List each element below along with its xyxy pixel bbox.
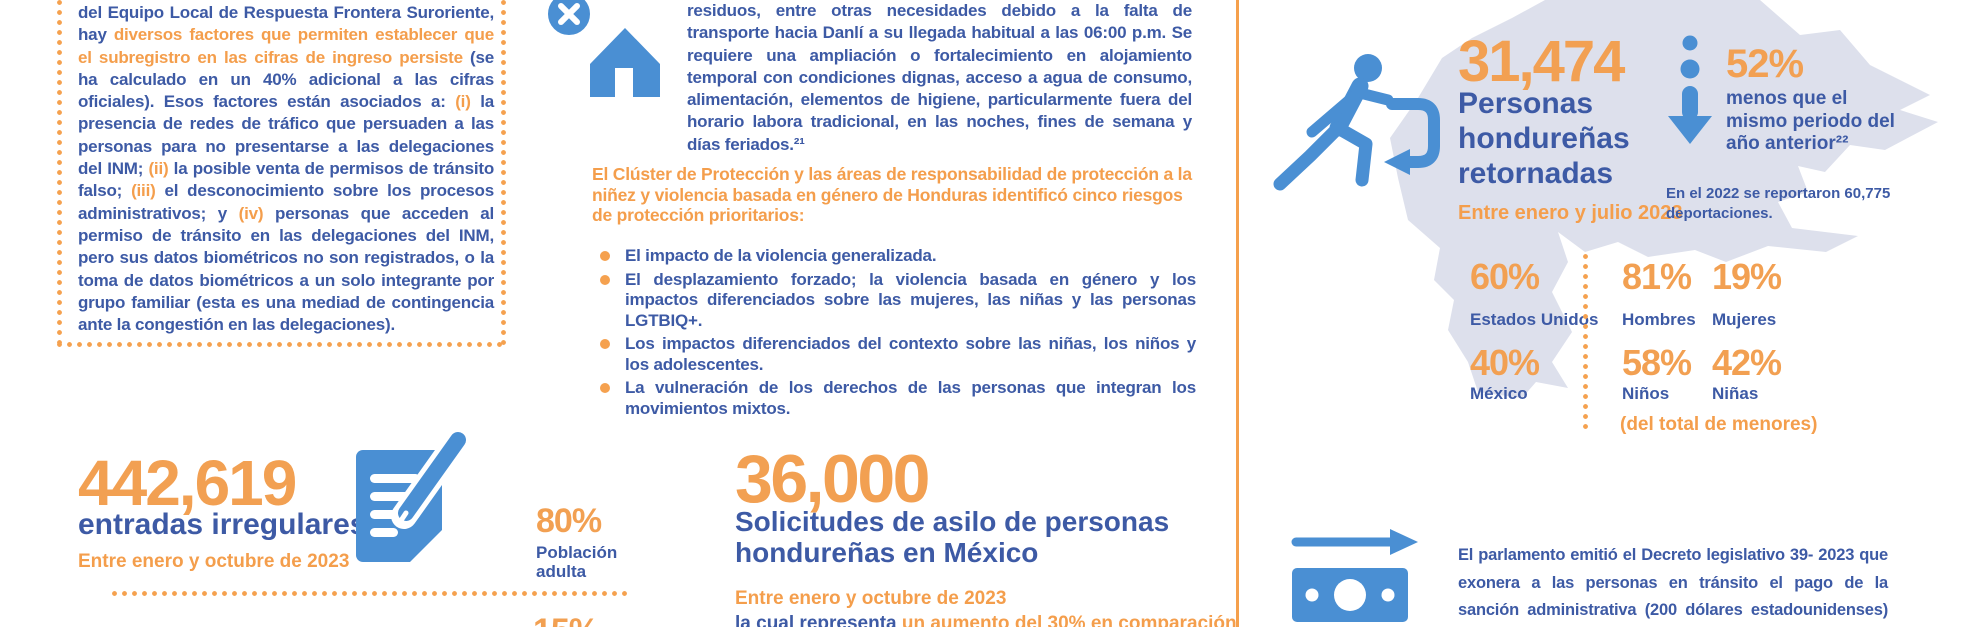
demo-girls-value: 42% xyxy=(1712,342,1782,383)
no-shelter-house-icon xyxy=(544,0,669,110)
list-item: Los impactos diferenciados del contexto … xyxy=(600,334,1196,375)
shelter-needs-paragraph: residuos, entre otras necesidades debido… xyxy=(687,1,1192,154)
asylum-requests-value: 36,000 xyxy=(735,441,930,517)
risk-item-text: El desplazamiento forzado; la violencia … xyxy=(625,269,1196,330)
demo-boys-label: Niños xyxy=(1622,384,1670,403)
irregular-entries-label: entradas irregulares xyxy=(78,508,367,541)
returned-persons-period: Entre enero y julio 2023 xyxy=(1458,202,1683,224)
protection-risks-list: El impacto de la violencia generalizada.… xyxy=(600,246,1196,419)
section-divider-line xyxy=(1236,0,1239,627)
demo-men-label: Hombres xyxy=(1622,310,1696,329)
decrease-arrow-icon xyxy=(1666,34,1714,146)
irregular-entries-value: 442,619 xyxy=(78,447,297,519)
adult-population-value: 80% xyxy=(536,502,602,540)
asylum-requests-period: Entre enero y octubre de 2023 xyxy=(735,588,1007,609)
protection-cluster-intro: El Clúster de Protección y las áreas de … xyxy=(592,164,1192,225)
origin-mexico-value: 40% xyxy=(1470,342,1540,383)
returned-person-icon xyxy=(1272,52,1452,192)
origin-us-value: 60% xyxy=(1470,256,1540,297)
irregular-entries-period: Entre enero y octubre de 2023 xyxy=(78,551,350,572)
money-transit-icon xyxy=(1290,528,1425,627)
decrease-percent-label: menos que el mismo periodo del año anter… xyxy=(1726,88,1895,154)
returned-persons-label: Personas hondureñas retornadas xyxy=(1458,87,1630,190)
document-pen-icon xyxy=(348,428,468,568)
left-box-border-right xyxy=(501,0,506,347)
bullet-icon xyxy=(600,339,610,349)
list-item: El impacto de la violencia generalizada. xyxy=(600,246,1196,267)
adult-population-label: Población adulta xyxy=(536,543,618,581)
left-box-border-left xyxy=(57,0,62,347)
bullet-icon xyxy=(600,251,610,261)
risk-item-text: Los impactos diferenciados del contexto … xyxy=(625,334,1196,374)
left-box-border-bottom xyxy=(57,342,506,347)
honduras-map-silhouette xyxy=(1380,0,1970,440)
origin-mexico-label: México xyxy=(1470,384,1528,403)
stats-divider-dots xyxy=(1583,254,1588,432)
underreporting-paragraph: del Equipo Local de Respuesta Frontera S… xyxy=(78,3,495,335)
left-section-divider-dots xyxy=(112,591,628,596)
returned-persons-value: 31,474 xyxy=(1458,29,1625,94)
risk-item-text: La vulneración de los derechos de las pe… xyxy=(625,378,1196,418)
list-item: El desplazamiento forzado; la violencia … xyxy=(600,270,1196,332)
decrease-percent-value: 52% xyxy=(1726,42,1804,86)
demo-women-value: 19% xyxy=(1712,256,1782,297)
origin-us-label: Estados Unidos xyxy=(1470,310,1599,329)
demo-men-value: 81% xyxy=(1622,256,1692,297)
cutoff-stat-value: 15% xyxy=(533,612,599,627)
deportations-2022-note: En el 2022 se reportaron 60,775 deportac… xyxy=(1666,185,1891,222)
minors-total-note: (del total de menores) xyxy=(1620,414,1818,435)
list-item: La vulneración de los derechos de las pe… xyxy=(600,378,1196,419)
decree-paragraph: El parlamento emitió el Decreto legislat… xyxy=(1458,546,1888,619)
demo-women-label: Mujeres xyxy=(1712,310,1777,329)
asylum-increase-note: la cual representa un aumento del 30% en… xyxy=(735,613,1237,627)
asylum-requests-label: Solicitudes de asilo de personas hondure… xyxy=(735,506,1170,568)
bullet-icon xyxy=(600,274,610,285)
demo-girls-label: Niñas xyxy=(1712,384,1759,403)
demo-boys-value: 58% xyxy=(1622,342,1692,383)
bullet-icon xyxy=(600,383,610,393)
risk-item-text: El impacto de la violencia generalizada. xyxy=(625,246,937,265)
